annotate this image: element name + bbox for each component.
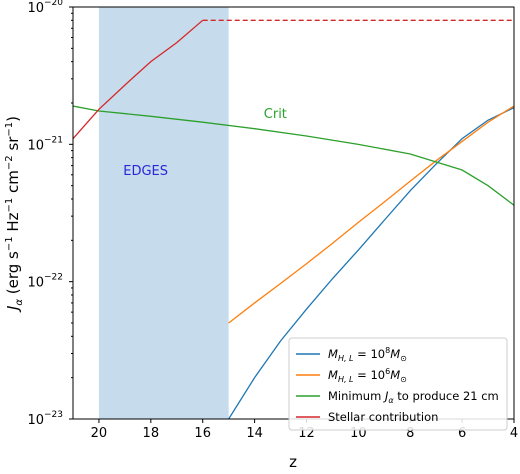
x-tick-label: 6 xyxy=(458,426,466,441)
series-line-3 xyxy=(72,19,204,140)
y-tick-label: 10−21 xyxy=(27,135,63,153)
y-axis-label: Jα (erg s−1 Hz−1 cm−2 sr−1) xyxy=(4,116,25,313)
x-tick-label: 14 xyxy=(246,426,263,441)
x-tick-label: 20 xyxy=(91,426,108,441)
x-axis-label: z xyxy=(289,453,297,471)
series-line-0 xyxy=(228,107,515,420)
series-line-2 xyxy=(72,105,515,206)
legend-box xyxy=(288,337,508,431)
legend-label: Stellar contribution xyxy=(328,410,438,424)
legend-label: Minimum Jα to produce 21 cm xyxy=(328,389,499,405)
legend: MH, L = 108M⊙ MH, L = 106M⊙ Minimum Jα to … xyxy=(288,337,508,431)
x-tick-label: 4 xyxy=(510,426,518,441)
edges-shaded-region xyxy=(98,7,229,419)
x-tick-label: 18 xyxy=(143,426,160,441)
annotation-crit: Crit xyxy=(264,107,287,122)
y-tick-label: 10−22 xyxy=(27,273,63,291)
annotation-edges: EDGES xyxy=(123,164,168,179)
y-tick-label: 10−20 xyxy=(27,0,63,16)
series-line-1 xyxy=(228,105,515,324)
x-tick-label: 8 xyxy=(406,426,414,441)
x-tick-label: 16 xyxy=(194,426,211,441)
legend-label: MH, L = 108M⊙ xyxy=(328,346,407,363)
legend-label: MH, L = 106M⊙ xyxy=(328,367,407,384)
y-tick-label: 10−23 xyxy=(27,410,63,428)
